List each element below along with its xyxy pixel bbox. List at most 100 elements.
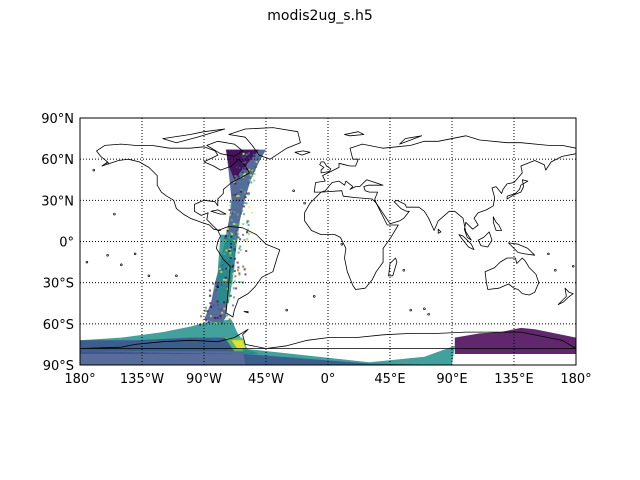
swath-pixel bbox=[205, 306, 207, 309]
swath-pixel bbox=[233, 181, 236, 183]
swath-pixel bbox=[226, 232, 229, 235]
coastline-eurasia bbox=[313, 135, 576, 241]
swath-pixel bbox=[253, 154, 256, 157]
lon-label: 90°E bbox=[436, 372, 467, 387]
swath-pixel bbox=[245, 168, 248, 171]
swath-pixel bbox=[234, 227, 237, 230]
swath-pixel bbox=[219, 265, 222, 268]
swath-pixel bbox=[234, 205, 237, 208]
swath-pixel bbox=[220, 270, 223, 273]
swath-pixel bbox=[209, 294, 212, 297]
swath-pixel bbox=[247, 152, 250, 155]
swath-pixel bbox=[212, 304, 215, 307]
swath-pixel bbox=[244, 196, 247, 199]
swath-pixel bbox=[237, 166, 240, 169]
swath-pixel bbox=[213, 287, 216, 290]
coastline-uk bbox=[319, 161, 332, 174]
swath-pixel bbox=[235, 229, 238, 232]
swath-pixel bbox=[237, 175, 240, 178]
map-frame bbox=[79, 117, 577, 366]
island bbox=[554, 269, 557, 272]
swath-pixel bbox=[202, 319, 205, 322]
swath-pixel bbox=[234, 175, 237, 178]
swath-pixel bbox=[231, 194, 234, 197]
swath-pixel bbox=[204, 309, 207, 312]
swath-pixel bbox=[241, 155, 244, 158]
island bbox=[303, 201, 306, 205]
swath-pixel bbox=[218, 277, 221, 280]
coastline-sumatra bbox=[458, 234, 475, 251]
lat-label: 90°N bbox=[41, 112, 74, 127]
swath-pixel bbox=[232, 287, 235, 290]
swath-pixel bbox=[209, 315, 212, 318]
swath-pixel bbox=[223, 252, 226, 255]
island bbox=[106, 162, 109, 165]
swath-pixel bbox=[225, 279, 227, 281]
swath-pixel bbox=[247, 220, 250, 223]
swath-pixel bbox=[246, 237, 249, 240]
swath-pixel bbox=[250, 152, 253, 155]
swath-pixel bbox=[237, 223, 240, 226]
swath-pixel bbox=[248, 168, 251, 171]
swath-pixel bbox=[228, 260, 231, 263]
swath-pixel bbox=[240, 172, 242, 175]
swath-pixel bbox=[222, 278, 225, 281]
swath-pixel bbox=[239, 181, 242, 183]
swath-pixel bbox=[237, 233, 240, 236]
swath-pixel bbox=[238, 272, 241, 275]
swath-pixel bbox=[232, 273, 235, 275]
swath-pixel bbox=[240, 194, 243, 197]
swath-pixel bbox=[249, 174, 252, 177]
swath-pixel bbox=[214, 317, 217, 320]
swath-pixel bbox=[229, 283, 232, 286]
swath-pixel bbox=[243, 205, 246, 208]
swath-pixel bbox=[237, 199, 240, 202]
swath-pixel bbox=[233, 296, 235, 299]
swath-pixel bbox=[242, 167, 245, 170]
swath-pixel bbox=[247, 192, 250, 195]
swath-pixel bbox=[237, 281, 240, 284]
swath-pixel bbox=[216, 316, 219, 319]
island bbox=[216, 285, 220, 289]
swath-pixel bbox=[241, 177, 244, 180]
swath-pixel bbox=[230, 236, 233, 238]
swath-pixel bbox=[221, 268, 224, 271]
swath-pixel bbox=[237, 266, 240, 269]
swath-pixel bbox=[230, 255, 233, 258]
swath-pixel bbox=[216, 283, 219, 286]
swath-pixel bbox=[251, 169, 254, 172]
lon-label: 135°E bbox=[494, 372, 534, 387]
swath-pixel bbox=[246, 192, 249, 195]
swath-pixel bbox=[239, 238, 242, 241]
swath-pixel bbox=[219, 315, 222, 318]
swath-pixel bbox=[230, 246, 232, 249]
latitude-labels: 90°N 60°N 30°N 0° 30°S 60°S 90°S bbox=[41, 112, 74, 374]
swath-pixel bbox=[248, 178, 251, 181]
coastline-australia bbox=[484, 257, 540, 296]
swath-pixel bbox=[237, 195, 240, 198]
swath-pixel bbox=[244, 164, 247, 167]
coastline-north-america bbox=[96, 143, 250, 231]
swath-pixel bbox=[234, 257, 236, 260]
island bbox=[402, 269, 406, 272]
swath-pixel bbox=[247, 232, 250, 235]
swath-pixel bbox=[231, 304, 234, 307]
coastline-sri-lanka bbox=[437, 228, 442, 234]
swath-pixel bbox=[210, 306, 213, 308]
coastline-greenland bbox=[228, 127, 301, 160]
swath-pixel bbox=[252, 153, 255, 156]
coastline-novaya-zemlya bbox=[399, 135, 423, 145]
coastline-arctic-islands bbox=[162, 128, 226, 144]
swath-pixel bbox=[246, 221, 249, 224]
coastline-borneo bbox=[477, 231, 493, 248]
swath-pixel bbox=[226, 314, 229, 317]
swath-pixel bbox=[234, 193, 237, 196]
swath-pixel bbox=[215, 289, 218, 291]
swath-pixel bbox=[255, 160, 258, 163]
swath-pixel bbox=[238, 273, 241, 276]
swath-pixel bbox=[248, 230, 251, 233]
island bbox=[292, 189, 295, 192]
swath-pixel bbox=[228, 248, 231, 251]
swath-pixel bbox=[242, 223, 245, 225]
